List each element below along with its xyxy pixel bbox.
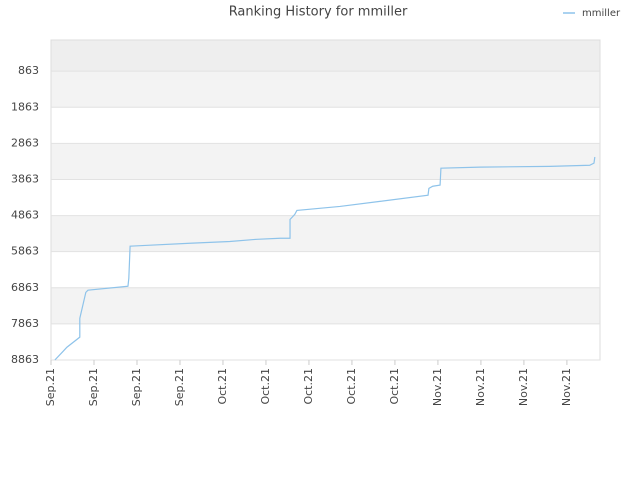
chart-title: Ranking History for mmiller — [229, 5, 408, 20]
y-tick-label: 1863 — [11, 100, 39, 113]
y-tick-label: 3863 — [11, 172, 39, 185]
y-tick-label: 2863 — [11, 136, 39, 149]
line-series — [54, 156, 596, 361]
y-tick-label: 7863 — [11, 317, 39, 330]
plot-band — [51, 251, 600, 288]
plot-band — [51, 323, 600, 360]
y-tick-label: 863 — [18, 64, 39, 77]
x-tick-label: Oct.21 — [216, 368, 229, 405]
plot-band — [51, 71, 600, 108]
legend-label: mmiller — [582, 8, 621, 19]
x-tick-label: Nov.21 — [560, 368, 573, 406]
plot-band — [51, 179, 600, 216]
x-tick-label: Sep.21 — [130, 368, 143, 406]
plot-band — [51, 143, 600, 180]
plot-band — [51, 107, 600, 144]
x-tick-label: Sep.21 — [173, 368, 186, 406]
y-tick-label: 5863 — [11, 245, 39, 258]
x-tick-label: Oct.21 — [259, 368, 272, 405]
x-tick-label: Nov.21 — [474, 368, 487, 406]
x-tick-label: Sep.21 — [87, 368, 100, 406]
plot-band — [51, 40, 600, 72]
x-tick-label: Nov.21 — [431, 368, 444, 406]
x-tick-label: Oct.21 — [388, 368, 401, 405]
x-tick-label: Oct.21 — [302, 368, 315, 405]
y-tick-label: 8863 — [11, 353, 39, 366]
x-tick-label: Nov.21 — [517, 368, 530, 406]
plot-band — [51, 287, 600, 324]
y-tick-label: 4863 — [11, 209, 39, 222]
x-tick-label: Oct.21 — [345, 368, 358, 405]
y-tick-label: 6863 — [11, 281, 39, 294]
x-tick-label: Sep.21 — [44, 368, 57, 406]
